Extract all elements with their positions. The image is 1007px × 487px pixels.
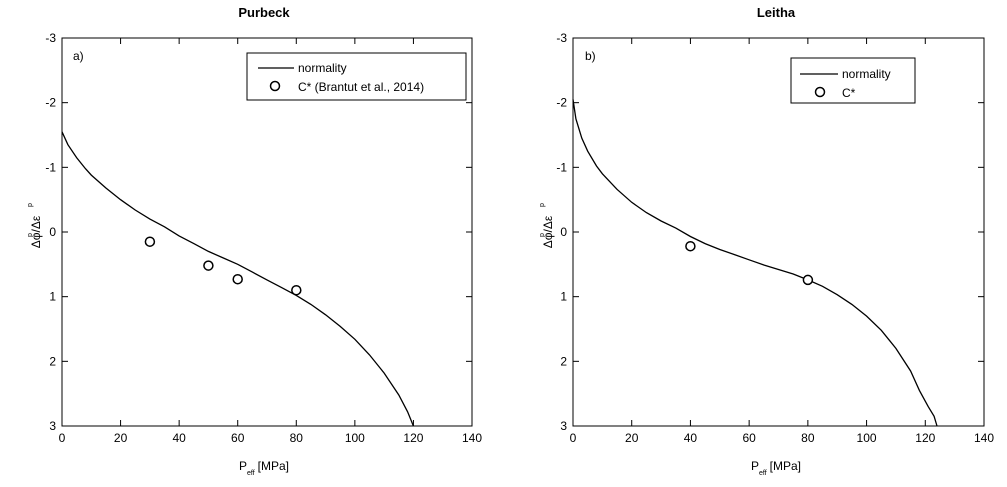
x-tick-label-1: 20 [625,431,639,445]
x-label-sub-b: eff [759,470,767,477]
x-axis-label-leitha: Peff[MPa] [751,459,801,477]
svg-text:Δφ/Δε: Δφ/Δε [29,215,43,248]
legend-marker-c-star-b [814,86,826,98]
data-point-c-star-3 [291,284,302,296]
panel-label-a: a) [73,49,84,63]
y-tick-label-0: -3 [556,31,567,45]
x-label-text: P [239,459,247,473]
legend-box-purbeck [246,52,467,101]
y-tick-label-4: 1 [560,290,567,304]
panel-label-b: b) [585,49,596,63]
x-tick-label-4: 80 [801,431,815,445]
y-tick-label-3: 0 [49,225,56,239]
legend-text-c-star: C* (Brantut et al., 2014) [298,80,424,94]
x-label-unit-b: [MPa] [770,459,801,473]
x-tick-label-7: 140 [462,431,482,445]
chart-title-purbeck: Purbeck [238,5,290,20]
x-tick-label-7: 140 [974,431,994,445]
y-tick-label-5: 2 [560,354,567,368]
x-tick-label-4: 80 [290,431,304,445]
y-tick-label-3: 0 [560,225,567,239]
panel-purbeck: Purbeck -3 -2 -1 0 1 2 3 0 20 40 60 80 100 120 140 a)… [27,5,482,477]
x-label-sub: eff [247,470,255,477]
x-tick-label-3: 60 [231,431,245,445]
y-label-text-b: Δφ/Δε [541,215,555,248]
x-ticks-leitha: 0 20 40 60 80 100 120 140 [570,38,994,445]
y-tick-label-0: -3 [45,31,56,45]
x-label-text-b: P [751,459,759,473]
series-line-normality [61,131,415,427]
x-tick-label-0: 0 [59,431,66,445]
legend-text-normality: normality [298,61,347,75]
legend-leitha: normality C* [790,57,916,104]
plot-area-leitha [572,99,938,427]
y-label-sup-b-2: p [539,203,546,207]
x-label-unit: [MPa] [258,459,289,473]
legend-text-c-star-b: C* [842,86,856,100]
x-tick-label-5: 100 [345,431,365,445]
x-tick-label-5: 100 [857,431,877,445]
data-point-c-star-2 [232,273,243,285]
x-tick-label-0: 0 [570,431,577,445]
y-tick-label-6: 3 [560,419,567,433]
svg-text:Δφ/Δε: Δφ/Δε [541,215,555,248]
y-label-sup: p [27,233,34,237]
x-tick-label-6: 120 [915,431,935,445]
y-tick-label-2: -1 [556,160,567,174]
legend-purbeck: normality C* (Brantut et al., 2014) [246,52,467,101]
x-axis-label-purbeck: Peff[MPa] [239,459,289,477]
data-point-c-star-0 [685,240,696,252]
legend-box-leitha [790,57,916,104]
data-point-c-star-1 [802,274,814,286]
legend-marker-c-star [269,80,281,92]
y-tick-label-6: 3 [49,419,56,433]
y-ticks-purbeck: -3 -2 -1 0 1 2 3 [45,31,472,433]
y-tick-label-1: -2 [556,96,567,110]
series-line-normality [572,99,938,427]
y-tick-label-2: -1 [45,160,56,174]
x-ticks-purbeck: 0 20 40 60 80 100 120 140 [59,38,482,445]
y-axis-label-leitha: Δφ/Δε p p [539,203,555,248]
chart-title-leitha: Leitha [757,5,796,20]
y-tick-label-5: 2 [49,354,56,368]
y-axis-label-purbeck: Δφ/Δε p p [27,203,43,248]
y-label-sup-b: p [539,233,546,237]
y-ticks-leitha: -3 -2 -1 0 1 2 3 [556,31,984,433]
data-point-c-star-0 [144,236,156,247]
y-tick-label-4: 1 [49,290,56,304]
y-label-sup-2: p [27,203,34,207]
y-label-text: Δφ/Δε [29,215,43,248]
y-tick-label-1: -2 [45,96,56,110]
x-tick-label-6: 120 [403,431,423,445]
legend-text-normality-b: normality [842,67,891,81]
plot-frame-leitha [572,37,985,427]
x-tick-label-2: 40 [684,431,698,445]
plot-area-purbeck [61,131,415,427]
data-point-c-star-1 [203,260,214,271]
x-tick-label-1: 20 [114,431,128,445]
x-tick-label-2: 40 [172,431,186,445]
x-tick-label-3: 60 [742,431,756,445]
